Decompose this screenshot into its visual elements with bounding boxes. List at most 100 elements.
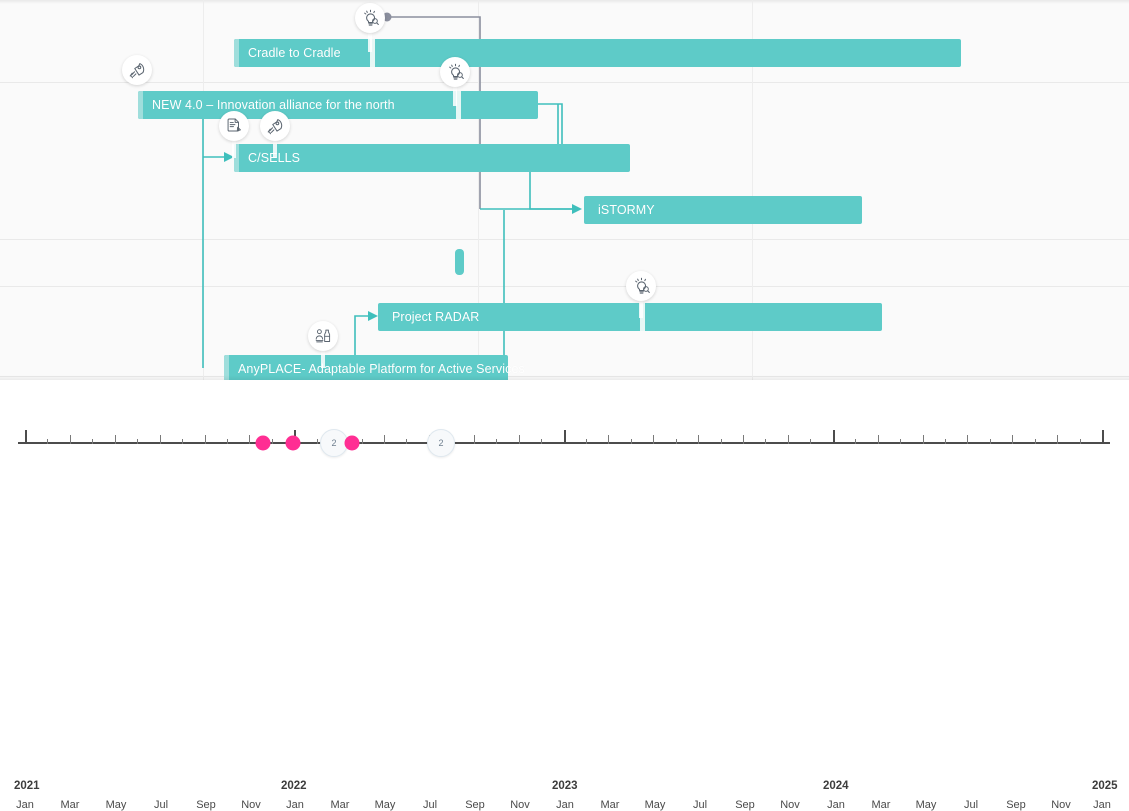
- gantt-bar-label: Project RADAR: [392, 310, 480, 324]
- axis-month-label: Jul: [153, 799, 169, 811]
- axis-month-label: Jul: [422, 799, 438, 811]
- year-gridline-2024: [752, 0, 753, 380]
- axis-month-label: May: [644, 799, 666, 811]
- axis-tick-year: [1102, 430, 1104, 444]
- axis-tick-month: [474, 435, 475, 444]
- axis-tick-month: [182, 439, 183, 444]
- milestone-cluster[interactable]: 2: [427, 429, 455, 457]
- axis-tick-month: [47, 439, 48, 444]
- axis-month-label: May: [374, 799, 396, 811]
- axis-tick-month: [967, 435, 968, 444]
- gantt-bar-label: iSTORMY: [598, 203, 655, 217]
- gantt-minibar-unlabeled[interactable]: [455, 249, 464, 275]
- axis-tick-month: [631, 439, 632, 444]
- axis-tick-month: [990, 439, 991, 444]
- lightbulb-patent-icon[interactable]: [355, 3, 385, 33]
- year-gridline-2022: [203, 0, 204, 380]
- gantt-bar-project-radar[interactable]: Project RADAR: [378, 303, 882, 331]
- axis-tick-year: [564, 430, 566, 444]
- badge-stem: [273, 136, 277, 158]
- axis-month-label: Nov: [510, 799, 530, 811]
- milestone-cluster[interactable]: 2: [320, 429, 348, 457]
- badge-stem: [368, 30, 372, 52]
- rocket-icon[interactable]: [122, 55, 152, 85]
- axis-year-label: 2023: [552, 780, 578, 792]
- badge-stem: [232, 136, 236, 158]
- gantt-bar-label: AnyPLACE- Adaptable Platform for Active …: [238, 362, 525, 376]
- axis-tick-month: [249, 435, 250, 444]
- milestone-dot[interactable]: [344, 435, 360, 451]
- axis-tick-month: [137, 439, 138, 444]
- gantt-chart-pane[interactable]: Cradle to Cradle NEW 4.0 – Innovation al…: [0, 0, 1129, 380]
- pane-top-shadow: [0, 0, 1129, 4]
- axis-month-label: Mar: [600, 799, 620, 811]
- axis-tick-month: [519, 435, 520, 444]
- axis-tick-month: [855, 439, 856, 444]
- bar-phase-split: [456, 91, 461, 119]
- axis-tick-month: [945, 439, 946, 444]
- axis-tick-month: [676, 439, 677, 444]
- axis-year-label: 2024: [823, 780, 849, 792]
- lightbulb-patent-icon[interactable]: [440, 57, 470, 87]
- axis-tick-month: [205, 435, 206, 444]
- row-separator: [0, 82, 1129, 83]
- axis-tick-month: [92, 439, 93, 444]
- axis-tick-month: [586, 439, 587, 444]
- axis-month-label: Mar: [60, 799, 80, 811]
- axis-tick-month: [115, 435, 116, 444]
- lightbulb-patent-icon[interactable]: [626, 271, 656, 301]
- axis-month-label: Nov: [780, 799, 800, 811]
- axis-month-label: Mar: [330, 799, 350, 811]
- axis-tick-month: [1035, 439, 1036, 444]
- gantt-bar-istormy[interactable]: iSTORMY: [584, 196, 862, 224]
- axis-month-label: May: [105, 799, 127, 811]
- bar-phase-split: [370, 39, 375, 67]
- axis-tick-month: [810, 439, 811, 444]
- axis-tick-month: [653, 435, 654, 444]
- axis-tick-month: [70, 435, 71, 444]
- bar-start-cap: [138, 91, 143, 119]
- bar-start-cap: [224, 355, 229, 380]
- axis-tick-month: [160, 435, 161, 444]
- axis-month-label: May: [915, 799, 937, 811]
- axis-month-label: Sep: [1006, 799, 1026, 811]
- milestone-dot[interactable]: [255, 435, 271, 451]
- axis-tick-month: [765, 439, 766, 444]
- gantt-bar-cradle-to-cradle[interactable]: Cradle to Cradle: [234, 39, 961, 67]
- badge-stem: [321, 346, 325, 368]
- row-separator: [0, 376, 1129, 377]
- axis-month-label: Sep: [465, 799, 485, 811]
- axis-tick-month: [1080, 439, 1081, 444]
- axis-month-label: Jan: [286, 799, 304, 811]
- gantt-bar-label: C/SELLS: [248, 151, 301, 165]
- presenter-icon[interactable]: [308, 321, 338, 351]
- gantt-bar-new-40[interactable]: NEW 4.0 – Innovation alliance for the no…: [138, 91, 538, 119]
- axis-tick-year: [25, 430, 27, 444]
- pane-bottom-shadow: [0, 375, 1129, 380]
- axis-tick-year: [833, 430, 835, 444]
- axis-tick-month: [384, 435, 385, 444]
- axis-month-label: Jul: [692, 799, 708, 811]
- row-separator: [0, 239, 1129, 240]
- axis-year-label: 2025: [1092, 780, 1118, 792]
- axis-year-label: 2022: [281, 780, 307, 792]
- axis-tick-month: [272, 439, 273, 444]
- document-icon[interactable]: [219, 111, 249, 141]
- bar-start-cap: [234, 144, 239, 172]
- axis-tick-month: [496, 439, 497, 444]
- rocket-icon[interactable]: [260, 111, 290, 141]
- timeline-axis[interactable]: 2021 2022 2023 2024 2025 Jan Mar May Jul…: [0, 380, 1129, 811]
- axis-month-label: Mar: [871, 799, 891, 811]
- axis-tick-month: [1012, 435, 1013, 444]
- milestone-dot[interactable]: [285, 435, 301, 451]
- axis-tick-month: [362, 439, 363, 444]
- axis-month-label: Jan: [16, 799, 34, 811]
- axis-tick-month: [721, 439, 722, 444]
- badge-stem: [453, 84, 457, 106]
- gantt-bar-c-sells[interactable]: C/SELLS: [234, 144, 630, 172]
- axis-tick-month: [317, 439, 318, 444]
- axis-month-label: Nov: [1051, 799, 1071, 811]
- bar-start-cap: [234, 39, 239, 67]
- axis-month-label: Sep: [196, 799, 216, 811]
